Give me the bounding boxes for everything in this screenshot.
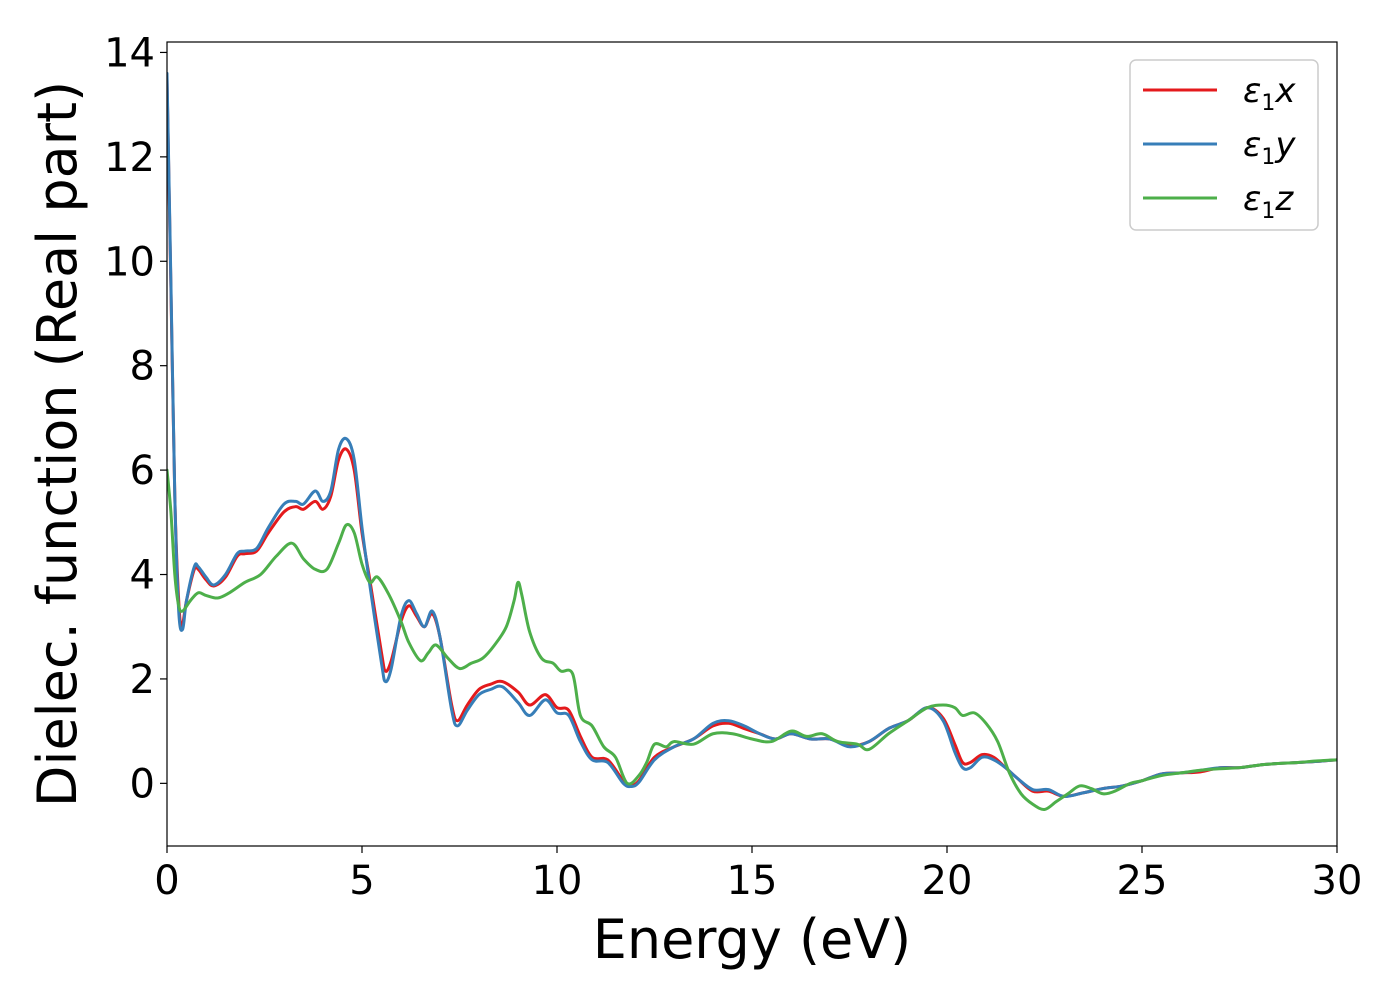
y-tick-label: 2	[130, 657, 155, 703]
y-tick-label: 14	[104, 30, 155, 76]
legend-label-x: ε1x	[1243, 71, 1296, 116]
x-tick-label: 0	[154, 858, 179, 904]
y-tick-label: 0	[130, 761, 155, 807]
x-tick-label: 15	[727, 858, 778, 904]
x-tick-label: 10	[532, 858, 583, 904]
legend-box	[1129, 59, 1319, 231]
series-line-y	[167, 71, 1337, 798]
x-tick-label: 20	[922, 858, 973, 904]
legend-label-z: ε1z	[1243, 179, 1294, 224]
y-axis-ticks: 0 2 4 6 8 10 12 14	[104, 30, 167, 807]
series-line-z	[167, 468, 1337, 811]
series-line-x	[167, 77, 1337, 798]
legend: ε1x ε1y ε1z	[1129, 59, 1319, 231]
y-tick-label: 4	[130, 553, 155, 599]
x-axis-title: Energy (eV)	[593, 908, 912, 971]
legend-label-y: ε1y	[1243, 125, 1296, 170]
y-tick-label: 8	[130, 344, 155, 390]
x-tick-label: 25	[1117, 858, 1168, 904]
y-tick-label: 12	[104, 135, 155, 181]
x-tick-label: 30	[1312, 858, 1363, 904]
x-tick-label: 5	[349, 858, 374, 904]
x-axis-ticks: 0 5 10 15 20 25 30	[154, 846, 1362, 904]
y-tick-label: 10	[104, 239, 155, 285]
y-tick-label: 6	[130, 448, 155, 494]
y-axis-title: Dielec. function (Real part)	[26, 81, 89, 807]
series-layer	[167, 71, 1337, 811]
legend-items: ε1x ε1y ε1z	[1143, 71, 1296, 224]
